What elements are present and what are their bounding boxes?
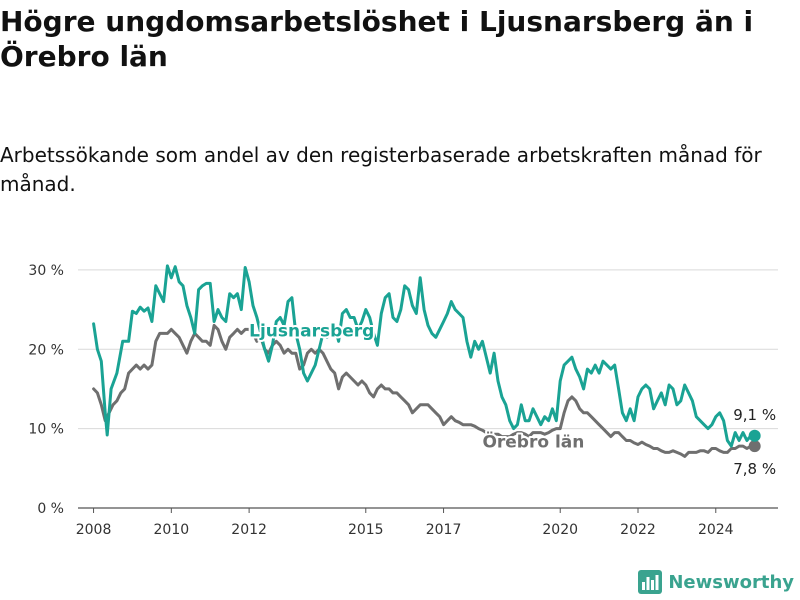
- chart-subtitle: Arbetssökande som andel av den registerb…: [0, 143, 762, 196]
- series-label-ljusnarsberg: Ljusnarsberg: [249, 322, 374, 342]
- bar-chart-logo-icon: [638, 570, 663, 594]
- x-tick-label: 2020: [542, 522, 578, 538]
- x-tick-label: 2008: [76, 522, 112, 538]
- end-label-orebro-lan: 7,8 %: [733, 460, 776, 478]
- x-tick-label: 2015: [348, 522, 384, 538]
- gridlines: [78, 269, 778, 509]
- x-tick-label: 2024: [698, 522, 734, 538]
- series-line--rebro-l-n: [92, 323, 757, 458]
- end-point-ljusnarsberg: [748, 429, 761, 442]
- x-tick-label: 2022: [620, 522, 656, 538]
- x-tick-label: 2012: [231, 522, 267, 538]
- y-tick-label: 0 %: [37, 501, 64, 517]
- end-label-ljusnarsberg: 9,1 %: [733, 406, 776, 424]
- brand-name: Newsworthy: [668, 571, 794, 593]
- series-label-orebro-lan: Örebro län: [482, 431, 584, 453]
- x-axis-ticks: 2008 2010 2012 2015 2017 2020 2022 2024: [76, 508, 734, 538]
- chart-title: Högre ungdomsarbetslöshet i Ljusnarsberg…: [0, 5, 754, 73]
- x-tick-label: 2010: [154, 522, 190, 538]
- y-tick-label: 30 %: [28, 263, 64, 279]
- x-tick-label: 2017: [426, 522, 462, 538]
- line-chart: 0 % 10 % 20 % 30 % 2008 2010 2012 2015 2017 2020…: [28, 263, 778, 538]
- y-axis-ticks: 0 % 10 % 20 % 30 %: [28, 263, 64, 517]
- series-line-ljusnarsberg: [92, 264, 757, 448]
- end-point--rebro-l-n: [748, 440, 761, 453]
- series-lines: [92, 264, 761, 458]
- y-tick-label: 10 %: [28, 422, 64, 438]
- newsworthy-brand: Newsworthy: [638, 570, 794, 594]
- series-labels: Ljusnarsberg Örebro län 9,1 % 7,8 %: [247, 320, 778, 481]
- y-tick-label: 20 %: [28, 342, 64, 358]
